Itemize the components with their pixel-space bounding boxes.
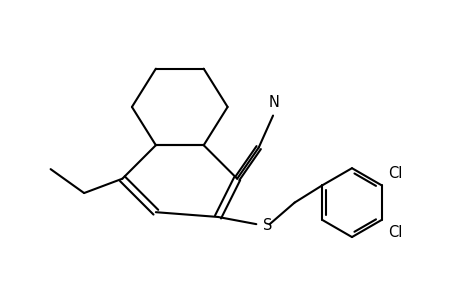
- Text: N: N: [268, 95, 279, 110]
- Text: Cl: Cl: [387, 225, 402, 240]
- Text: Cl: Cl: [387, 166, 402, 181]
- Text: S: S: [263, 218, 272, 232]
